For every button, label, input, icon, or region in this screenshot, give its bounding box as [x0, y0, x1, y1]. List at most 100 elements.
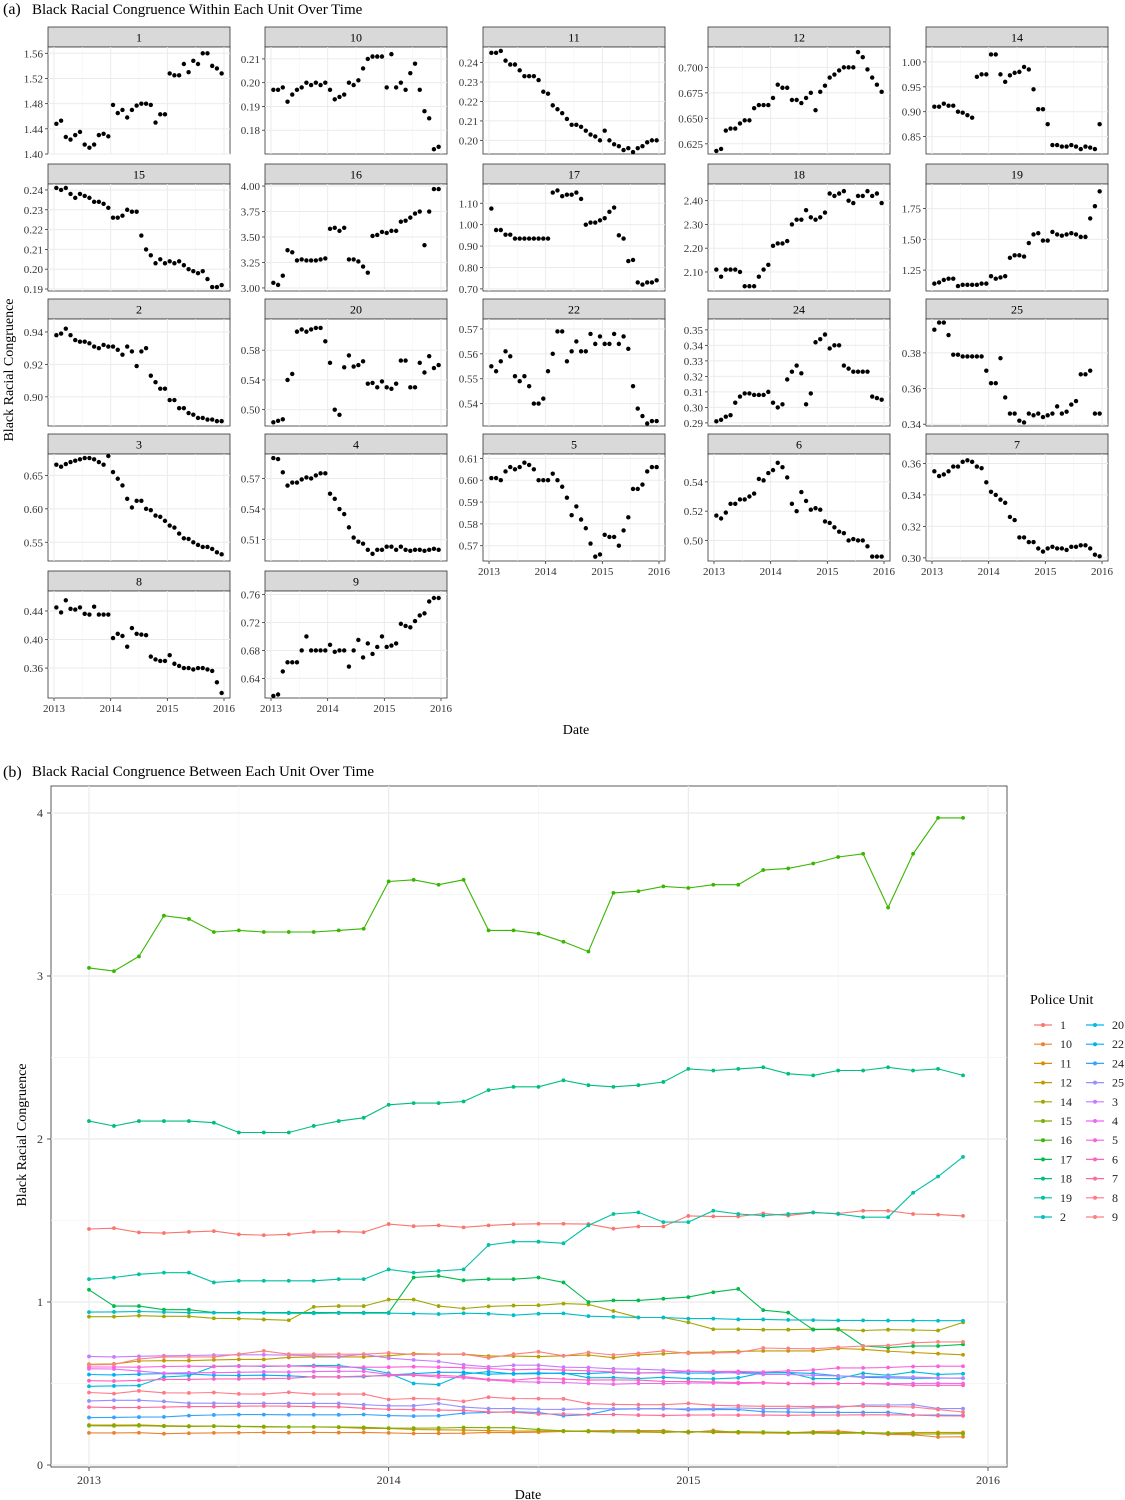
data-point — [77, 339, 83, 344]
data-point — [87, 341, 92, 346]
data-point — [214, 66, 220, 71]
data-point — [370, 380, 375, 386]
series-point — [536, 1427, 541, 1432]
tick-label-x: 2014 — [978, 566, 1001, 578]
data-point — [559, 329, 565, 334]
series-point — [411, 1270, 416, 1275]
data-point — [498, 227, 504, 233]
data-point — [346, 353, 352, 358]
series-point — [286, 1232, 291, 1237]
data-point — [280, 417, 286, 422]
data-point — [68, 191, 73, 197]
data-point — [498, 48, 504, 54]
series-point — [211, 1120, 216, 1125]
data-point — [389, 544, 394, 549]
series-point — [361, 1402, 366, 1407]
series-point — [137, 1369, 141, 1374]
legend-item-12: 12 — [1034, 1076, 1072, 1090]
series-point — [611, 1353, 616, 1357]
tick-label-y: 0.90 — [459, 241, 479, 253]
series-point — [536, 1396, 541, 1401]
data-point — [148, 373, 154, 378]
data-point — [360, 655, 366, 660]
series-point — [211, 1316, 216, 1321]
series-point — [461, 1431, 466, 1436]
series-point — [286, 1376, 291, 1381]
series-point — [411, 877, 416, 882]
data-point — [860, 369, 865, 374]
data-point — [588, 132, 593, 137]
data-point — [431, 595, 437, 601]
data-point — [1078, 146, 1083, 152]
series-point — [261, 1278, 266, 1283]
data-point — [723, 128, 729, 133]
legend-item-11: 11 — [1034, 1056, 1072, 1070]
series-point — [761, 1213, 766, 1218]
data-point — [784, 238, 790, 244]
data-point — [728, 126, 733, 131]
series-point — [211, 1424, 216, 1429]
series-point — [911, 1340, 915, 1345]
data-point — [422, 109, 427, 114]
data-point — [327, 642, 333, 648]
series-point — [911, 1405, 915, 1409]
series-point — [162, 1119, 166, 1123]
series-point — [236, 1373, 241, 1378]
series-point — [561, 1078, 566, 1083]
tick-label-y: 0.22 — [459, 96, 478, 108]
series-point — [186, 917, 191, 921]
data-point — [191, 412, 196, 417]
data-point — [974, 464, 980, 469]
data-point — [58, 464, 64, 469]
series-point — [236, 1232, 241, 1237]
data-point — [87, 195, 92, 201]
series-line — [89, 1429, 964, 1438]
data-point — [134, 363, 139, 369]
data-point — [714, 419, 719, 424]
data-point — [426, 209, 432, 214]
series-point — [361, 1304, 366, 1308]
series-point — [186, 1119, 191, 1123]
data-point — [559, 110, 565, 116]
data-point — [851, 200, 856, 206]
tick-label-y: 1.00 — [902, 57, 922, 69]
data-point — [63, 185, 69, 191]
series-point — [511, 1239, 516, 1244]
data-point — [393, 85, 399, 90]
series-point — [811, 1376, 816, 1381]
data-point — [101, 462, 106, 467]
data-point — [1031, 87, 1036, 92]
data-point — [162, 261, 168, 266]
series-point — [311, 1278, 316, 1283]
data-point — [512, 62, 518, 67]
series-point — [761, 1380, 766, 1385]
data-point — [308, 82, 314, 88]
series-point — [261, 1392, 266, 1396]
facet-19: 191.251.501.75 — [902, 163, 1109, 292]
tick-label-x: 2013 — [77, 1473, 101, 1487]
data-point — [153, 120, 158, 125]
data-point — [356, 362, 361, 368]
data-point — [384, 644, 389, 650]
series-point — [661, 1379, 666, 1384]
data-point — [1017, 253, 1022, 258]
series-point — [636, 1367, 641, 1372]
data-point — [1059, 546, 1065, 551]
data-point — [818, 336, 823, 342]
series-point — [786, 1430, 791, 1435]
series-point — [686, 1429, 691, 1434]
data-point — [294, 660, 300, 665]
data-point — [417, 613, 422, 618]
series-point — [236, 928, 241, 933]
series-point — [736, 1287, 741, 1291]
series-point — [811, 1346, 816, 1351]
data-point — [294, 258, 300, 263]
tick-label-x: 2015 — [676, 1473, 700, 1487]
tick-label-y: 0.80 — [459, 262, 479, 274]
series-point — [586, 1429, 591, 1434]
series-point — [561, 1407, 566, 1412]
series-point — [162, 1399, 166, 1404]
series-point — [886, 1404, 891, 1409]
data-point — [1021, 254, 1027, 259]
data-point — [219, 418, 224, 424]
